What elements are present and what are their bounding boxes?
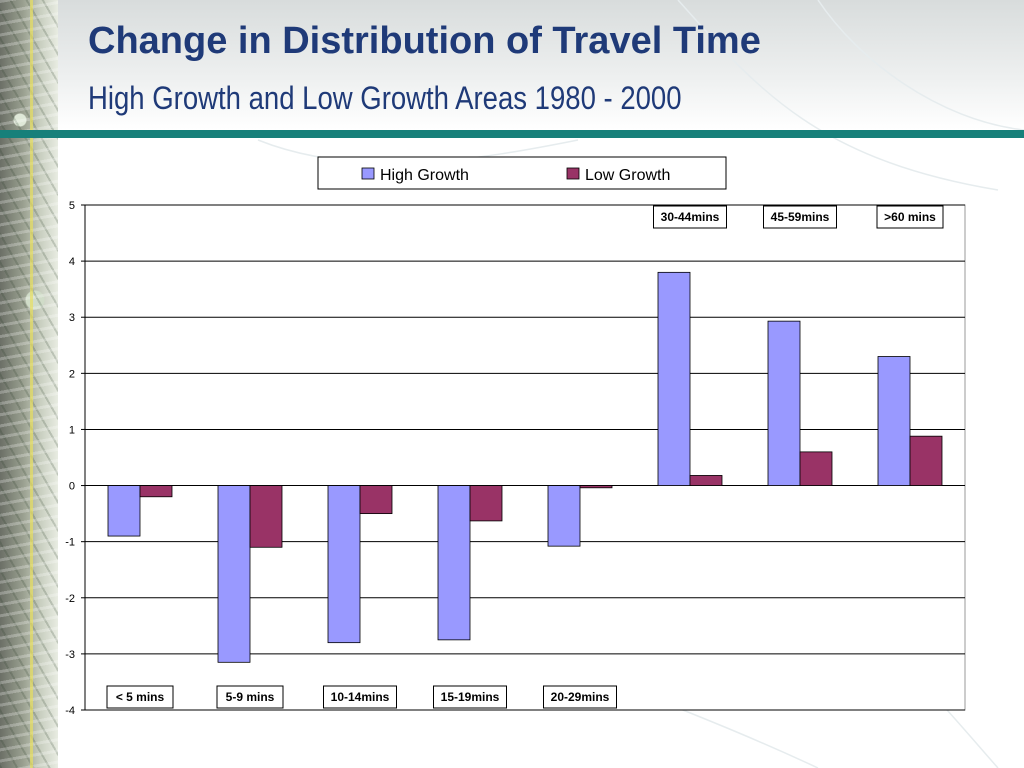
y-tick-label: 1 xyxy=(69,424,75,436)
y-tick-label: -4 xyxy=(65,705,75,717)
category-label-box xyxy=(433,685,507,709)
slide-subtitle: High Growth and Low Growth Areas 1980 - … xyxy=(88,80,682,116)
y-tick-label: 0 xyxy=(69,481,75,493)
bar-low-growth xyxy=(579,485,613,489)
bar-high-growth xyxy=(877,356,911,486)
category-label: 45-59mins xyxy=(771,210,830,224)
category-label-box xyxy=(543,685,617,709)
y-tick-label: 2 xyxy=(69,368,75,380)
legend: High Growth Low Growth xyxy=(317,156,727,190)
y-tick-label: -1 xyxy=(65,537,75,549)
bar-high-growth xyxy=(657,271,691,486)
category-label: 10-14mins xyxy=(331,690,390,704)
category-label: >60 mins xyxy=(884,210,936,224)
category-label: 30-44mins xyxy=(661,210,720,224)
bar-low-growth xyxy=(689,475,723,486)
bar-high-growth xyxy=(437,485,471,641)
category-label-box xyxy=(216,685,284,709)
bar-low-growth xyxy=(799,451,833,486)
slide-title: Change in Distribution of Travel Time xyxy=(88,20,761,62)
bar-low-growth xyxy=(469,485,503,522)
legend-label-high-growth: High Growth xyxy=(380,167,469,184)
bar-high-growth xyxy=(327,485,361,644)
legend-swatch-low-growth xyxy=(566,167,580,180)
bar-low-growth xyxy=(909,435,943,486)
header-divider xyxy=(0,130,1024,138)
decorative-side-strip xyxy=(0,0,58,768)
y-tick-label: 5 xyxy=(69,200,75,212)
y-tick-label: -2 xyxy=(65,593,75,605)
bar-low-growth xyxy=(249,485,283,548)
y-tick-label: 3 xyxy=(69,312,75,324)
plot-area xyxy=(84,204,966,711)
category-label: 5-9 mins xyxy=(226,690,275,704)
bar-high-growth xyxy=(767,320,801,486)
legend-box xyxy=(317,156,727,190)
category-label: 20-29mins xyxy=(551,690,610,704)
bar-low-growth xyxy=(139,485,173,498)
bar-high-growth xyxy=(107,485,141,537)
category-label-box xyxy=(876,205,944,229)
category-label-box xyxy=(653,205,727,229)
y-tick-label: 4 xyxy=(69,256,75,268)
category-label-box xyxy=(106,685,174,709)
category-label-box xyxy=(323,685,397,709)
category-label-box xyxy=(763,205,837,229)
bar-high-growth xyxy=(547,485,581,547)
bar-high-growth xyxy=(217,485,251,663)
category-label: < 5 mins xyxy=(116,690,165,704)
legend-swatch-high-growth xyxy=(361,167,375,180)
bar-low-growth xyxy=(359,485,393,515)
y-tick-label: -3 xyxy=(65,649,75,661)
legend-label-low-growth: Low Growth xyxy=(585,167,670,184)
category-label: 15-19mins xyxy=(441,690,500,704)
